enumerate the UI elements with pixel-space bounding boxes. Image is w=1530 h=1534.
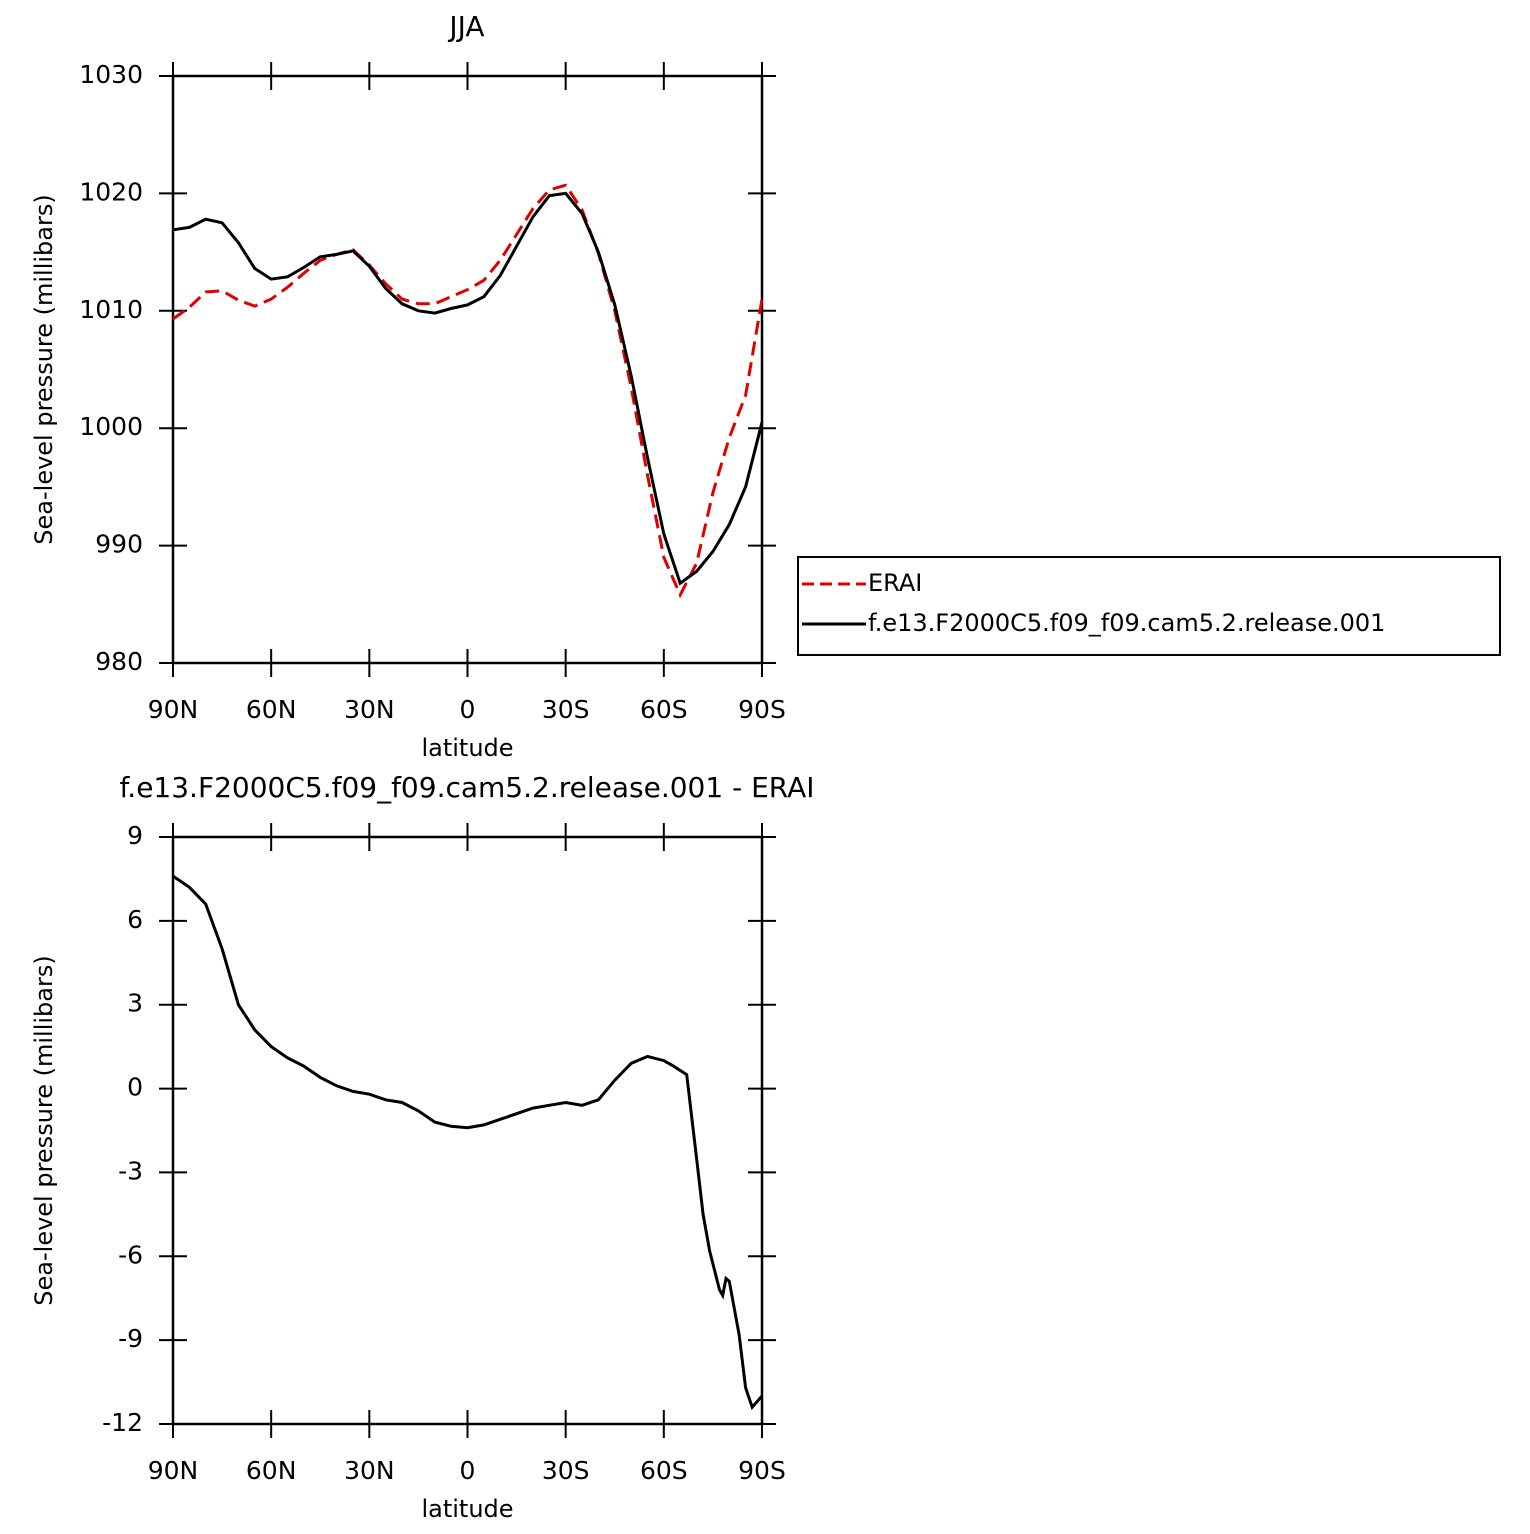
data-line [172,183,764,599]
x-tick-label: 60S [640,695,688,724]
legend-label: f.e13.F2000C5.f09_f09.cam5.2.release.001 [868,609,1385,637]
y-tick-label: 980 [95,647,143,676]
x-tick-label: 30N [344,695,395,724]
chart-title: JJA [447,10,484,43]
y-tick-label: 1020 [79,177,143,206]
x-tick-label: 60N [246,1456,297,1485]
x-tick-label: 30S [542,695,590,724]
x-tick-label: 0 [460,695,476,724]
y-tick-label: 0 [127,1073,143,1102]
y-tick-label: -12 [102,1408,143,1437]
x-axis-label: latitude [421,1495,513,1523]
x-tick-label: 0 [460,1456,476,1485]
y-tick-label: 990 [95,530,143,559]
plot-frame [171,835,764,1426]
x-tick-label: 60N [246,695,297,724]
y-tick-label: 1030 [79,60,143,89]
y-tick-label: -9 [118,1324,143,1353]
y-tick-label: 1010 [79,295,143,324]
data-line [172,191,764,586]
y-tick-label: 6 [127,905,143,934]
y-axis-label: Sea-level pressure (millibars) [30,194,58,544]
y-tick-label: 1000 [79,412,143,441]
x-axis-label: latitude [421,734,513,762]
x-tick-label: 90N [148,695,199,724]
x-tick-label: 30S [542,1456,590,1485]
x-tick-label: 30N [344,1456,395,1485]
plot-frame [171,74,764,665]
legend-label: ERAI [868,569,922,597]
y-tick-label: 9 [127,821,143,850]
x-tick-label: 90N [148,1456,199,1485]
y-tick-label: -6 [118,1240,143,1269]
y-tick-label: 3 [127,989,143,1018]
x-tick-label: 60S [640,1456,688,1485]
chart-title: f.e13.F2000C5.f09_f09.cam5.2.release.001… [119,771,814,804]
data-line [172,874,764,1411]
x-tick-label: 90S [738,1456,786,1485]
y-axis-label: Sea-level pressure (millibars) [30,955,58,1305]
y-tick-label: -3 [118,1156,143,1185]
legend-box [797,556,1501,656]
x-tick-label: 90S [738,695,786,724]
